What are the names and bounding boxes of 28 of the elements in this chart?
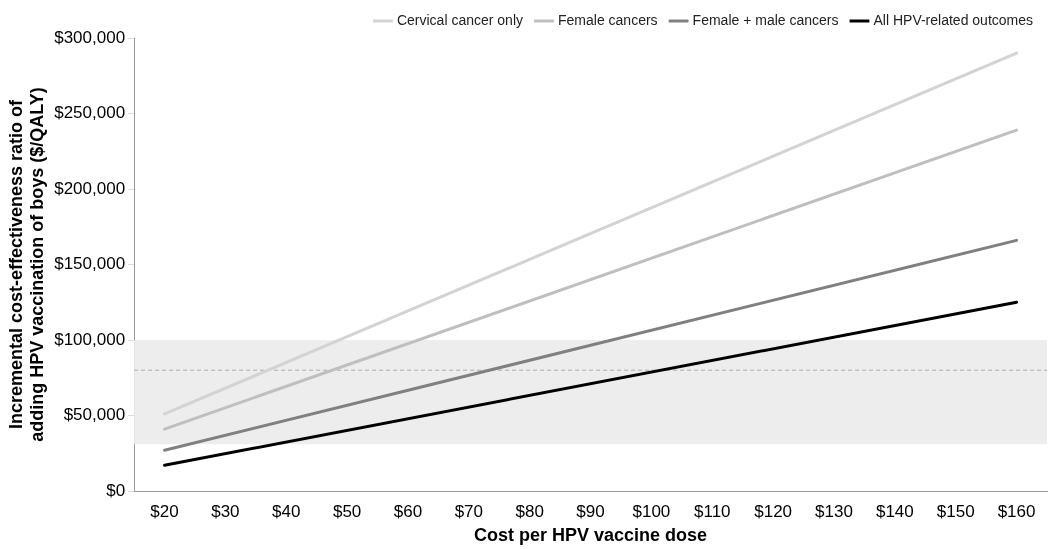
- x-tick-label: $90: [576, 501, 605, 521]
- x-tick-label: $150: [936, 501, 975, 521]
- x-tick-label: $160: [997, 501, 1036, 521]
- y-tick-label: $250,000: [54, 103, 126, 123]
- y-tick-label: $0: [106, 480, 126, 500]
- legend-label: Female cancers: [558, 11, 658, 28]
- x-tick-label: $20: [150, 501, 179, 521]
- legend-label: Cervical cancer only: [396, 11, 524, 28]
- x-tick-label: $70: [454, 501, 484, 521]
- y-tick-label: $200,000: [54, 178, 126, 198]
- x-tick-label: $50: [332, 501, 362, 521]
- x-tick-label: $110: [693, 501, 731, 521]
- x-tick-label: $100: [632, 501, 671, 521]
- x-tick-label: $130: [815, 501, 853, 521]
- x-tick-label: $30: [211, 501, 240, 521]
- x-tick-label: $140: [875, 501, 914, 521]
- legend-label: Female + male cancers: [692, 11, 839, 28]
- x-axis-title: Cost per HPV vaccine dose: [474, 525, 708, 546]
- legend-label: All HPV-related outcomes: [873, 11, 1034, 28]
- y-tick-label: $100,000: [54, 329, 126, 349]
- x-tick-label: $80: [515, 501, 544, 521]
- x-tick-label: $40: [272, 501, 301, 521]
- y-tick-label: $150,000: [54, 254, 126, 274]
- x-tick-label: $120: [754, 501, 793, 521]
- y-tick-label: $300,000: [54, 27, 126, 47]
- y-tick-label: $50,000: [63, 405, 126, 425]
- x-tick-label: $60: [393, 501, 423, 521]
- y-axis-title: Incremental cost-effectiveness ratio of adding HPV vaccination of boys ($/QALY): [5, 87, 48, 442]
